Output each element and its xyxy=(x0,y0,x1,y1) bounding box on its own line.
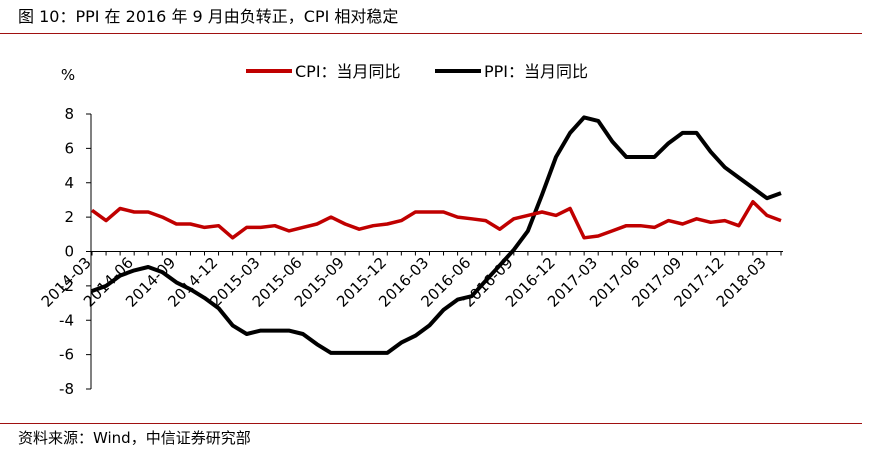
legend: CPI：当月同比 PPI：当月同比 xyxy=(246,62,588,81)
line-chart: -8 -6 -4 -2 0 2 4 6 8% 2014-032014-062014-092014… xyxy=(38,62,783,398)
y-tick-label: 6 xyxy=(64,139,74,157)
x-axis: 2014-032014-062014-092014-122015-032015-… xyxy=(38,251,783,311)
y-tick-label: 4 xyxy=(64,174,74,192)
ppi-series-line xyxy=(91,115,782,355)
y-tick-label: -8 xyxy=(59,380,74,398)
y-tick-label: 0 xyxy=(64,243,74,261)
legend-label-ppi: PPI：当月同比 xyxy=(484,62,588,81)
bottom-divider xyxy=(0,423,862,424)
y-axis-unit: % xyxy=(61,66,75,84)
y-tick-label: -4 xyxy=(59,311,74,329)
y-tick-label: -2 xyxy=(59,277,74,295)
source-note: 资料来源：Wind，中信证券研究部 xyxy=(18,429,251,447)
y-tick-label: -6 xyxy=(59,346,74,364)
y-tick-label: 2 xyxy=(64,208,74,226)
chart-title: 图 10：PPI 在 2016 年 9 月由负转正，CPI 相对稳定 xyxy=(18,7,399,26)
top-divider xyxy=(0,33,862,34)
series-group xyxy=(90,115,782,355)
y-axis: -8 -6 -4 -2 0 2 4 6 8% xyxy=(59,66,92,398)
cpi-series-line xyxy=(90,199,782,240)
legend-label-cpi: CPI：当月同比 xyxy=(295,62,401,81)
y-tick-label: 8 xyxy=(64,105,74,123)
